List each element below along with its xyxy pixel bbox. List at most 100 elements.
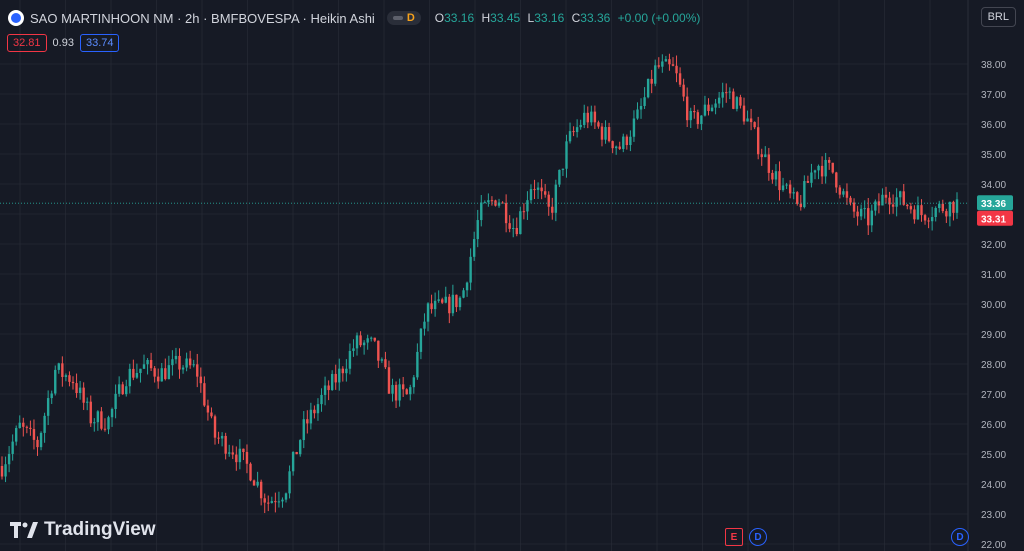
candle-body xyxy=(96,411,100,423)
candle-body xyxy=(749,118,753,123)
candle-body xyxy=(540,187,543,192)
currency-button[interactable]: BRL xyxy=(980,7,1016,27)
candle-body xyxy=(902,191,905,205)
candle-body xyxy=(78,387,82,394)
indicator-left-value[interactable]: 32.81 xyxy=(7,34,47,52)
candle-body xyxy=(36,439,39,448)
candle-body xyxy=(941,203,944,212)
candle-body xyxy=(952,201,955,213)
candle-body xyxy=(348,350,352,369)
candle-body xyxy=(437,299,440,301)
candle-body xyxy=(607,127,611,142)
candle-body xyxy=(842,191,845,195)
candle-body xyxy=(323,385,327,395)
candle-body xyxy=(714,103,717,108)
candle-body xyxy=(543,191,547,195)
candle-body xyxy=(444,296,447,303)
candle-body xyxy=(668,59,671,65)
candle-body xyxy=(916,205,920,220)
candle-body xyxy=(646,78,650,98)
candle-body xyxy=(742,105,746,122)
candle-body xyxy=(330,373,334,391)
candle-body xyxy=(472,239,476,257)
candle-body xyxy=(135,372,139,378)
candle-body xyxy=(338,368,341,383)
candle-body xyxy=(465,282,469,291)
candle-body xyxy=(827,159,831,163)
candle-body xyxy=(746,118,749,122)
candle-body xyxy=(522,211,526,213)
candle-body xyxy=(39,432,43,448)
y-tick-label: 24.00 xyxy=(981,480,1006,491)
last-price-label-bg xyxy=(977,195,1013,211)
candle-body xyxy=(366,338,369,343)
candle-body xyxy=(224,435,227,454)
change-value: +0.00 (+0.00%) xyxy=(617,11,701,25)
y-tick-label: 22.00 xyxy=(981,540,1006,551)
candle-body xyxy=(764,154,767,158)
indicator-right-value[interactable]: 33.74 xyxy=(79,34,120,52)
candle-body xyxy=(639,105,643,110)
candle-body xyxy=(945,211,948,217)
candle-body xyxy=(245,452,249,464)
candle-body xyxy=(930,217,934,222)
open-value: 33.16 xyxy=(444,11,475,25)
candle-body xyxy=(412,377,416,388)
candle-body xyxy=(604,127,607,140)
candle-body xyxy=(256,481,259,486)
candle-body xyxy=(739,97,742,106)
candle-body xyxy=(178,355,181,370)
y-tick-label: 25.00 xyxy=(981,450,1006,461)
high-value: 33.45 xyxy=(490,11,521,25)
candle-body xyxy=(852,202,856,212)
dividend-event-marker[interactable]: D xyxy=(749,528,767,546)
candle-body xyxy=(409,387,412,395)
candle-body xyxy=(25,426,29,428)
candle-body xyxy=(210,412,213,417)
candle-body xyxy=(664,59,668,62)
symbol-title[interactable]: SAO MARTINHOON NM · 2h · BMFBOVESPA · He… xyxy=(30,10,375,26)
candle-body xyxy=(675,65,678,74)
market-status-badge[interactable]: D xyxy=(386,11,421,25)
candle-body xyxy=(923,215,927,221)
status-dot-icon xyxy=(392,16,403,20)
logo-dot-icon xyxy=(8,10,24,26)
candle-body xyxy=(71,381,75,384)
candle-body xyxy=(696,112,700,125)
candle-body xyxy=(188,358,192,366)
y-tick-label: 37.00 xyxy=(981,90,1006,101)
dividend-event-marker[interactable]: D xyxy=(951,528,969,546)
candle-body xyxy=(760,154,763,158)
candle-body xyxy=(455,294,458,308)
candle-body xyxy=(874,201,877,211)
candle-body xyxy=(831,162,834,173)
candle-body xyxy=(32,429,36,440)
candle-body xyxy=(717,97,721,104)
candle-body xyxy=(728,91,731,93)
candle-body xyxy=(558,169,561,185)
candle-body xyxy=(68,375,71,382)
earnings-event-marker[interactable]: E xyxy=(725,528,743,546)
candle-body xyxy=(196,364,199,377)
y-tick-label: 36.00 xyxy=(981,120,1006,131)
close-label: C xyxy=(571,11,581,25)
candle-body xyxy=(391,384,394,394)
candle-body xyxy=(352,348,355,351)
candle-body xyxy=(157,376,160,382)
open-label: O xyxy=(434,11,445,25)
y-tick-label: 38.00 xyxy=(981,60,1006,71)
candle-body xyxy=(806,181,810,183)
candle-body xyxy=(600,126,604,140)
candle-body xyxy=(103,428,107,430)
candle-body xyxy=(661,61,664,67)
candle-body xyxy=(689,110,692,121)
candle-body xyxy=(753,122,756,128)
candle-body xyxy=(377,340,380,361)
tradingview-watermark[interactable]: TradingView xyxy=(10,519,156,541)
candle-body xyxy=(93,422,96,424)
candle-body xyxy=(856,211,859,217)
candle-body xyxy=(643,97,646,106)
candle-body xyxy=(483,202,487,204)
y-tick-label: 27.00 xyxy=(981,390,1006,401)
